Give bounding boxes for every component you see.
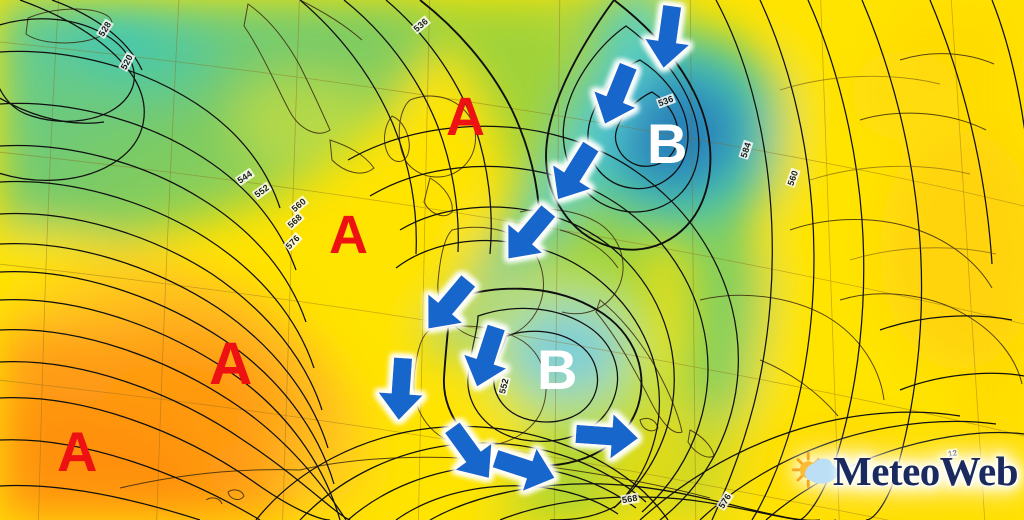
low-pressure-label-b2: B <box>537 338 578 401</box>
high-pressure-label-a4: A <box>446 87 485 147</box>
high-pressure-label-a3: A <box>329 205 368 265</box>
high-pressure-label-a1: A <box>57 420 98 483</box>
flow-arrow <box>488 437 562 499</box>
high-pressure-label-a2: A <box>209 330 253 397</box>
logo-wordmark: MeteoWeb <box>833 448 1018 494</box>
flow-arrow <box>641 3 694 71</box>
flow-arrow <box>584 57 649 132</box>
low-pressure-label-b1: B <box>647 112 688 175</box>
flow-arrow <box>376 356 426 422</box>
cloud-icon <box>804 458 840 484</box>
flow-arrow <box>539 134 610 211</box>
meteoweb-logo[interactable]: MeteoWeb <box>790 432 1018 510</box>
flow-arrow <box>411 266 486 343</box>
flow-arrows <box>376 3 694 499</box>
sun-cloud-icon <box>791 451 840 488</box>
flow-arrow <box>491 196 566 273</box>
flow-arrow <box>434 414 507 491</box>
flow-arrow <box>574 411 640 461</box>
